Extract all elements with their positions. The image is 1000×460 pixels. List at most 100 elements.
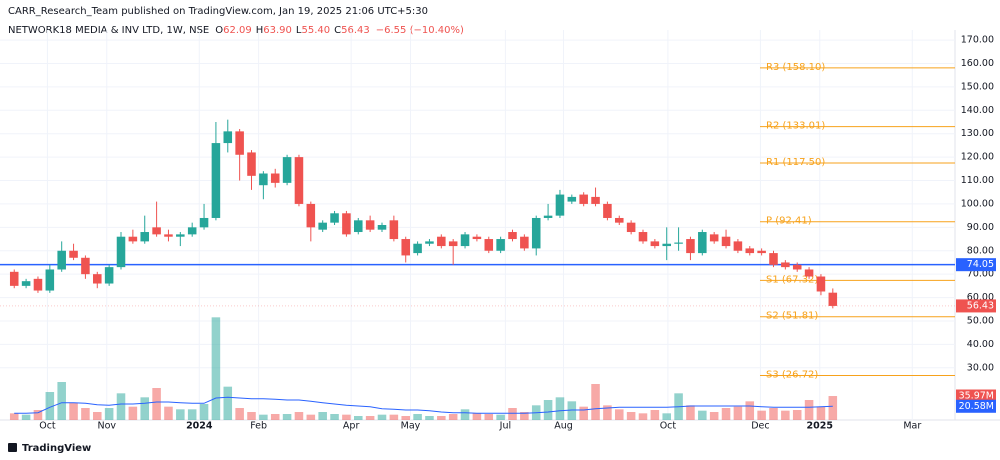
quote-part: 62.09 [223,25,252,36]
volume-bar [294,412,304,420]
candle-body [543,215,553,218]
volume-bar [45,392,55,420]
x-tick-label: Oct [39,421,56,432]
candle-body [93,274,102,284]
candle-body [342,213,351,235]
candle-body [199,217,209,228]
quote-part: L [296,25,302,36]
volume-bar [638,413,648,420]
quote-text: NETWORK18 MEDIA & INV LTD, 1W, NSE O62.09… [8,25,464,36]
candle-body [21,281,31,286]
axis-price-box [956,399,996,413]
quote-part: NETWORK18 MEDIA & INV LTD, 1W, NSE [8,25,209,36]
footer-logo: TradingView [8,443,91,454]
x-tick-label: Aug [554,421,573,432]
candle-body [472,236,482,240]
volume-bar [270,414,280,420]
volume-bar [354,416,363,420]
quote-part: −6.55 (−10.40%) [376,25,464,36]
candle-body [57,250,66,270]
candle-body [496,239,505,251]
y-tick-label: 40.00 [967,339,994,350]
volume-bar [460,409,470,420]
volume-bar [128,406,138,420]
x-tick-label: Dec [751,421,769,432]
candle-body [270,173,280,183]
y-tick-label: 110.00 [961,175,994,186]
candle-body [389,220,399,240]
candle-body [247,152,256,176]
candle-body [294,157,304,204]
y-tick-label: 90.00 [967,222,994,233]
candle-body [81,257,90,275]
volume-bar [93,412,102,420]
volume-bar [686,405,695,420]
volume-bar [543,400,553,420]
volume-bar [306,414,316,420]
candle-body [650,241,660,247]
candle-body [555,194,565,216]
candle-body [614,217,624,223]
volume-bar [9,413,19,420]
candle-body [579,194,588,204]
candle-body [45,269,55,291]
candle-body [769,253,778,265]
candle-body [520,236,529,249]
volume-bar [425,416,434,420]
candle-body [508,232,517,240]
candle-body [757,250,766,254]
plot: 30.00 40.00 50.00 60.00 70.00 80.00 90.00 100.0… [0,30,996,432]
volume-bar [282,414,292,420]
candle-body [330,213,339,223]
candle-body [733,241,743,251]
volume-bar [816,406,826,420]
y-tick-label: 170.00 [961,35,994,46]
volume-bar [745,401,755,420]
candle-body [448,241,458,247]
volume-bar [769,408,778,420]
candle-body [365,220,375,230]
volume-bar [164,406,173,420]
quote-line: NETWORK18 MEDIA & INV LTD, 1W, NSE O62.09… [8,25,464,36]
volume-bar [484,414,494,420]
axis-price-box [956,258,996,272]
candle-body [140,232,150,242]
y-tick-label: 120.00 [961,152,994,163]
volume-bar [448,414,458,420]
axis-price-label: 20.58M [959,401,994,412]
candle-body [354,220,363,233]
candle-body [674,242,683,244]
candle-body [626,222,636,233]
y-tick-label: 60.00 [967,292,994,303]
volume-bar [187,409,197,420]
candle-body [164,234,173,237]
candle-body [662,243,671,247]
x-tick-label: Apr [343,421,360,432]
volume-bar [650,410,660,420]
candle-body [638,232,648,242]
volume-bar [520,412,529,420]
pivot-label: S3 (26.72) [766,369,818,380]
volume-bar [81,408,90,420]
candle-body [709,234,719,242]
y-tick-label: 100.00 [961,198,994,209]
candle-body [816,276,826,292]
volume-bar [709,412,719,420]
volume-bar [614,409,624,420]
candle-body [306,203,316,228]
volume-bar [365,416,375,420]
volume-bar [828,396,838,420]
y-tick-label: 50.00 [967,315,994,326]
y-tick-label: 80.00 [967,245,994,256]
quote-part: 56.43 [341,25,370,36]
quote-part: 63.90 [263,25,292,36]
y-tick-label: 140.00 [961,105,994,116]
y-tick-label: 130.00 [961,128,994,139]
candle-body [104,267,114,284]
volume-bar [342,414,351,420]
candle-body [223,131,233,144]
volume-bar [792,410,802,420]
axis-price-label: 56.43 [967,300,994,311]
volume-bar [733,406,743,420]
